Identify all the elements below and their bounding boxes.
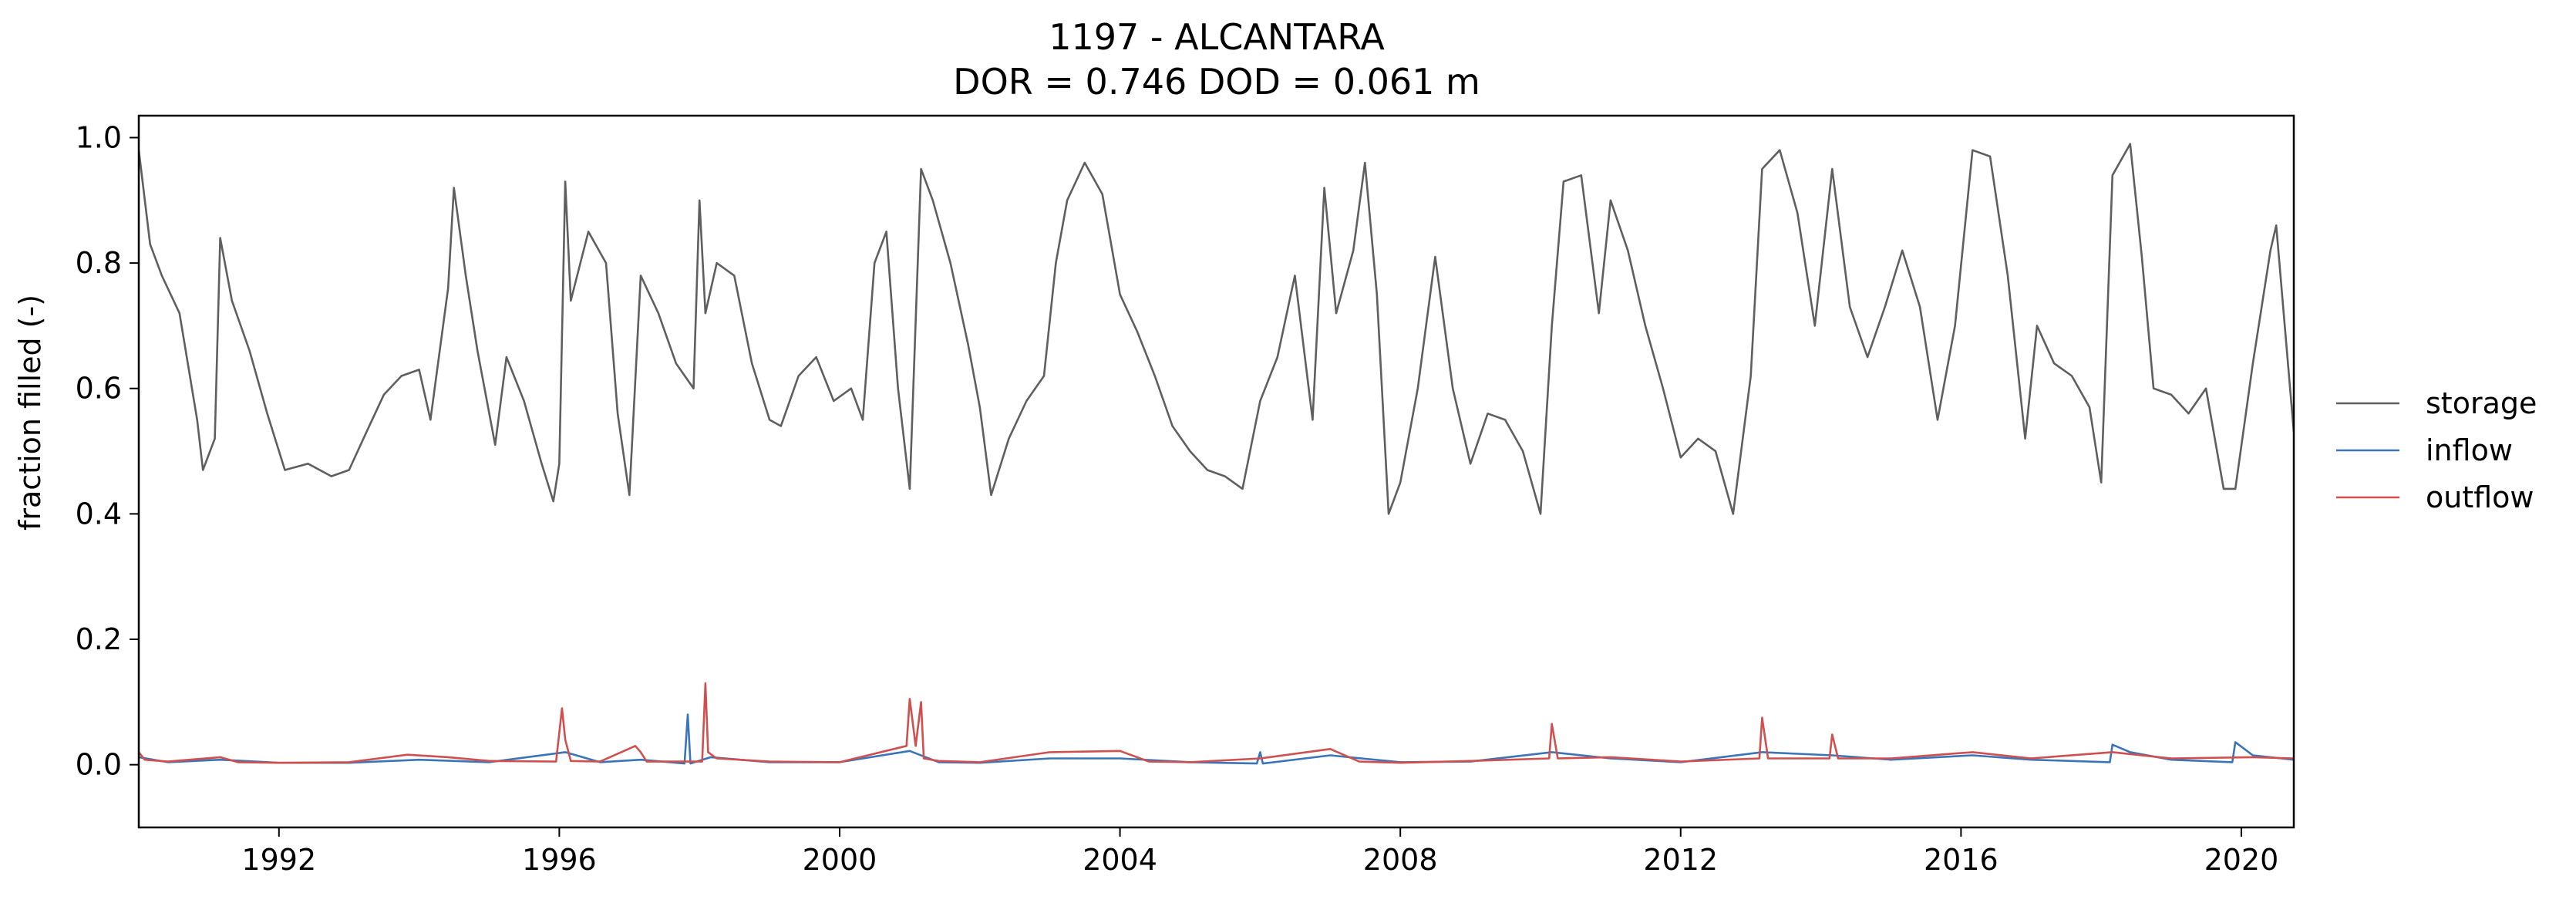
y-tick-label: 0.8 — [76, 246, 122, 280]
legend: storage inflow outflow — [2336, 386, 2537, 514]
y-tick-label: 0.2 — [76, 622, 122, 656]
y-tick-label: 0.6 — [76, 372, 122, 406]
legend-label-inflow: inflow — [2426, 433, 2513, 467]
plot-area — [137, 114, 2295, 829]
chart-subtitle: DOR = 0.746 DOD = 0.061 m — [953, 61, 1480, 103]
x-tick-label: 2016 — [1924, 843, 1999, 877]
y-tick-label: 0.0 — [76, 748, 122, 782]
series-layer — [139, 143, 2294, 765]
x-tick-label: 2020 — [2204, 843, 2279, 877]
x-tick-label: 2012 — [1643, 843, 1718, 877]
x-axis: 1992 1996 2000 2004 2008 2012 2016 2020 — [241, 827, 2278, 877]
x-tick-label: 2000 — [803, 843, 877, 877]
legend-label-storage: storage — [2426, 386, 2537, 420]
plot-frame — [137, 114, 2295, 829]
plot-background — [139, 116, 2294, 827]
y-tick-label: 0.4 — [76, 497, 122, 531]
series-line-storage — [139, 143, 2294, 515]
chart-title: 1197 - ALCANTARA — [1049, 16, 1385, 58]
series-line-inflow — [139, 713, 2294, 765]
x-tick-label: 1992 — [241, 843, 316, 877]
y-axis-label: fraction filled (-) — [13, 295, 47, 531]
legend-label-outflow: outflow — [2426, 480, 2534, 514]
x-tick-label: 2004 — [1083, 843, 1157, 877]
x-tick-label: 1996 — [522, 843, 597, 877]
x-tick-label: 2008 — [1363, 843, 1438, 877]
y-tick-label: 1.0 — [76, 120, 122, 154]
y-axis: 0.0 0.2 0.4 0.6 0.8 1.0 — [76, 120, 139, 782]
series-line-outflow — [139, 682, 2294, 764]
